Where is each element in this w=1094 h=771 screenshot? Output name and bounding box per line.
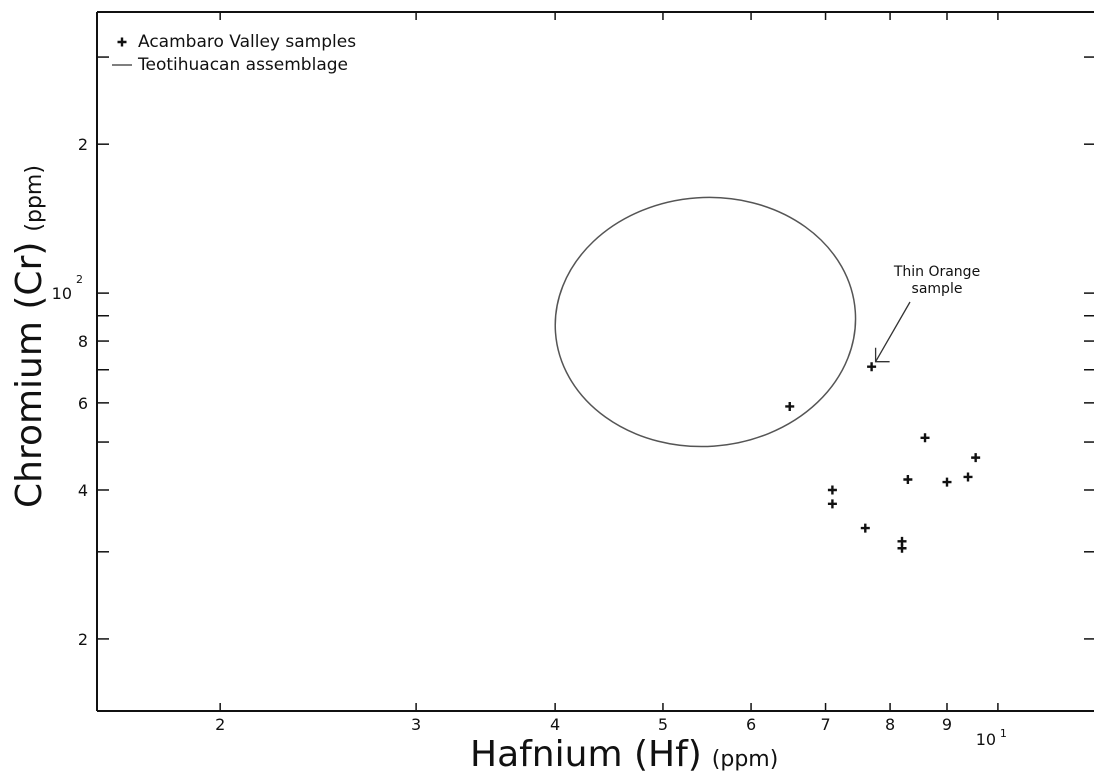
annotation-text-line: sample <box>912 281 963 297</box>
axis-titles: Hafnium (Hf) (ppm) Chromium (Cr) (ppm) <box>9 165 778 771</box>
x-axis-title: Hafnium (Hf) (ppm) <box>470 734 778 771</box>
x-tick-label: 8 <box>885 715 895 734</box>
y-tick-label: 6 <box>78 394 88 413</box>
y-tick-label: 2 <box>78 630 88 649</box>
x-tick-label: 7 <box>820 715 830 734</box>
legend-label-acambaro: Acambaro Valley samples <box>138 32 356 52</box>
acambaro-data-point <box>942 477 952 487</box>
y-tick-label: 4 <box>78 481 88 500</box>
acambaro-data-point <box>903 475 913 485</box>
y-tick-label-exponent: 2 <box>76 273 83 286</box>
acambaro-data-point <box>971 453 981 463</box>
x-axis-title-unit: (ppm) <box>712 747 779 771</box>
acambaro-data-point <box>860 523 870 533</box>
y-tick-label: 8 <box>78 332 88 351</box>
x-tick-label: 6 <box>746 715 756 734</box>
acambaro-data-point <box>897 543 907 553</box>
x-tick-label: 9 <box>942 715 952 734</box>
legend-marker-plus <box>117 37 127 47</box>
acambaro-data-point <box>963 472 973 482</box>
x-tick-label: 3 <box>411 715 421 734</box>
y-tick-label: 10 <box>52 284 72 303</box>
acambaro-data-point <box>867 362 877 372</box>
y-axis-title-main: Chromium (Cr) <box>9 242 50 508</box>
x-tick-label: 5 <box>658 715 668 734</box>
acambaro-data-point <box>920 433 930 443</box>
y-tick-label: 2 <box>78 135 88 154</box>
y-axis-title: Chromium (Cr) (ppm) <box>9 165 50 508</box>
acambaro-data-point <box>785 401 795 411</box>
annotation-arrow <box>875 301 911 363</box>
annotation-arrowhead <box>874 347 890 363</box>
x-tick-label: 4 <box>550 715 560 734</box>
x-tick-label: 10 <box>976 730 996 749</box>
y-axis-title-unit: (ppm) <box>22 165 47 232</box>
x-tick-label-exponent: 1 <box>1000 727 1007 740</box>
annotation-text-line: Thin Orange <box>893 264 980 280</box>
legend: Acambaro Valley samples Teotihuacan asse… <box>137 32 356 75</box>
acambaro-data-point <box>827 485 837 495</box>
x-axis-title-main: Hafnium (Hf) <box>470 734 702 771</box>
acambaro-data-point <box>827 499 837 509</box>
x-tick-label: 2 <box>215 715 225 734</box>
legend-label-teotihuacan: Teotihuacan assemblage <box>137 55 348 75</box>
teotihuacan-ellipse <box>554 196 857 448</box>
